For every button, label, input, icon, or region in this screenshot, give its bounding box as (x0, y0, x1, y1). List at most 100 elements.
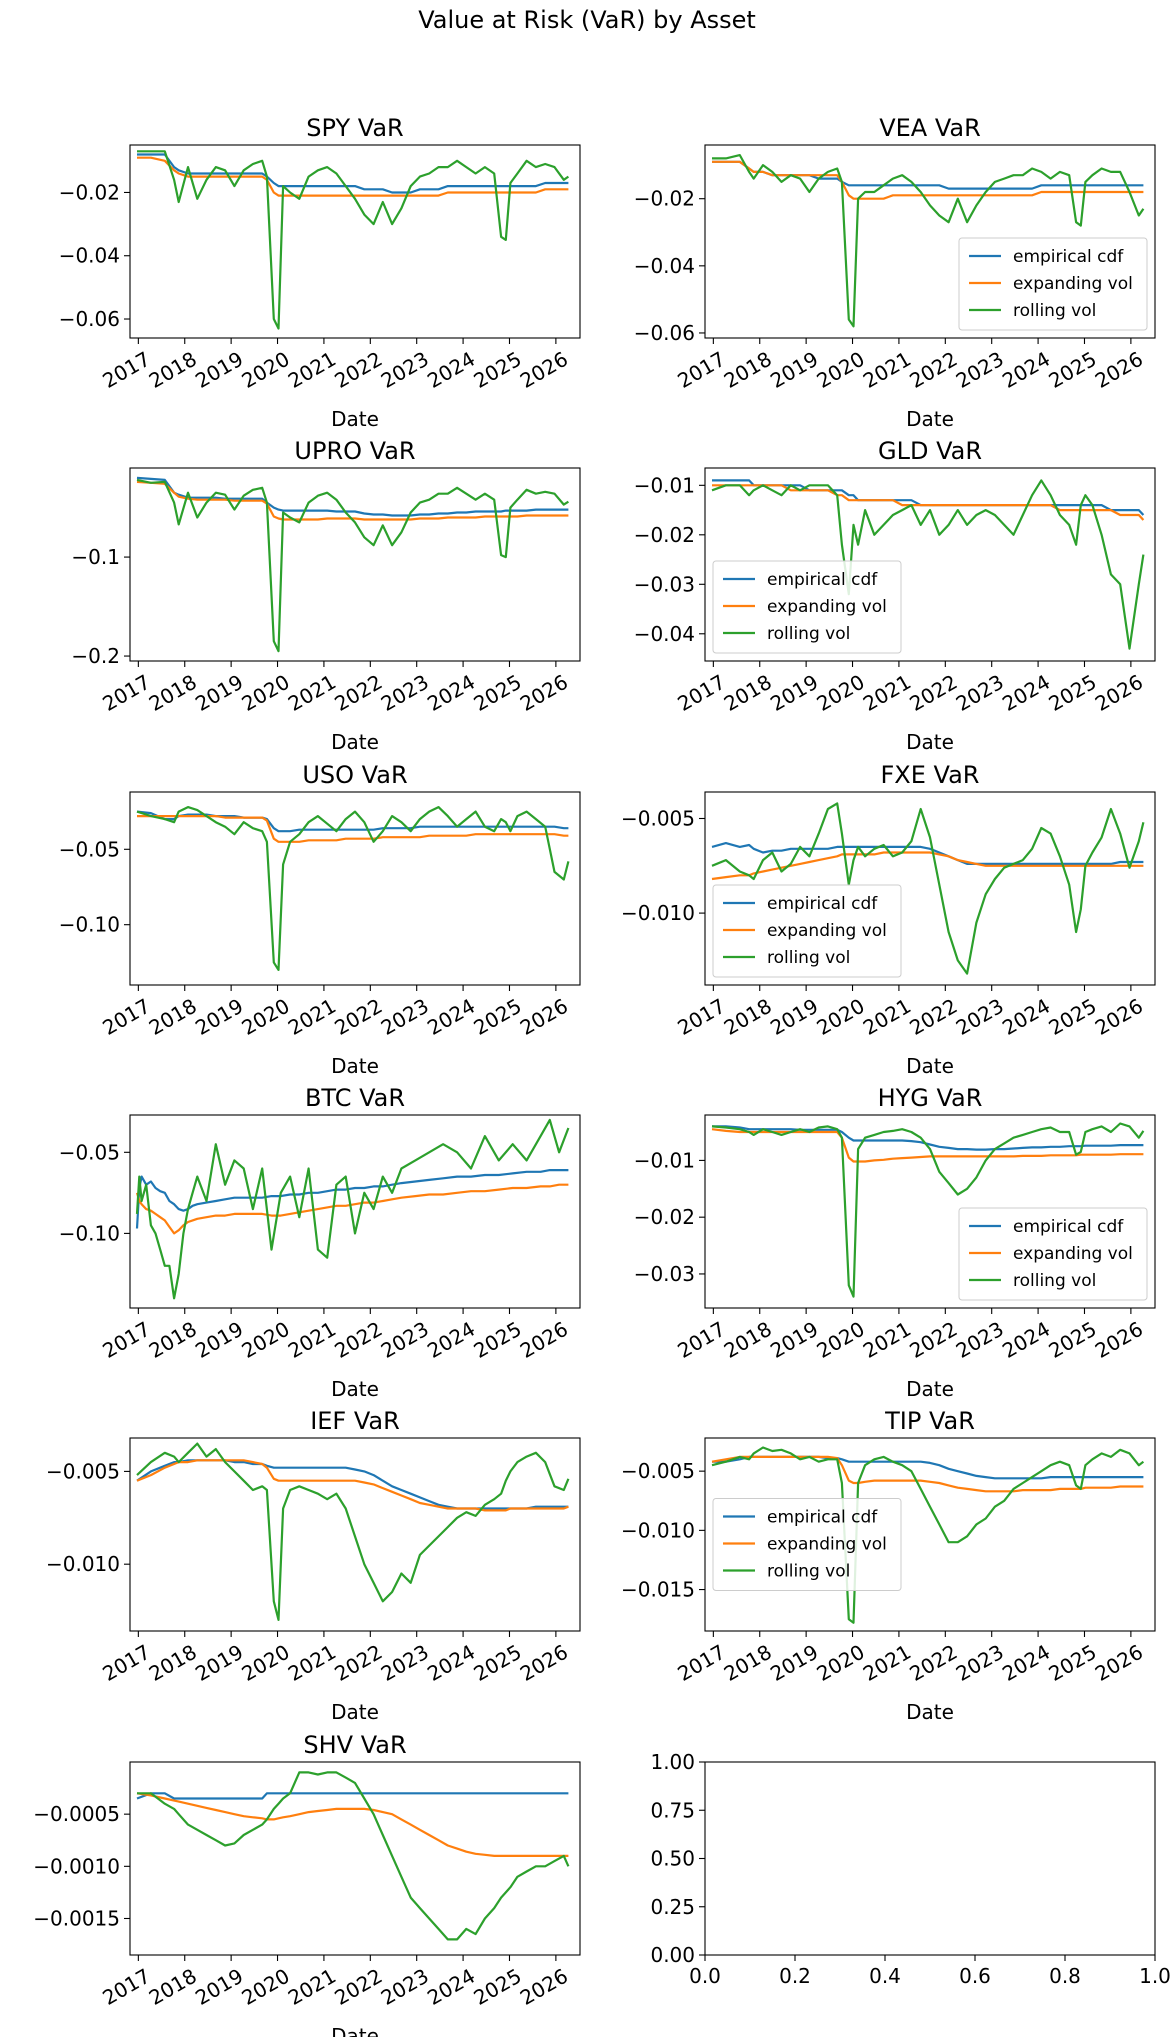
x-tick-label: 2017 (98, 670, 154, 716)
legend: empirical cdf expanding vol rolling vol (712, 1498, 902, 1591)
x-tick-label: 2018 (720, 994, 776, 1040)
legend: empirical cdf expanding vol rolling vol (712, 884, 902, 978)
y-tick-label: −0.10 (59, 1221, 120, 1245)
x-tick-label: 2019 (191, 1640, 247, 1686)
x-tick-label: 2020 (813, 347, 869, 393)
x-tick-label: 2019 (766, 1640, 822, 1686)
series-group (711, 802, 1145, 975)
panel-title: VEA VaR (879, 114, 981, 142)
y-tick-label: −0.1 (71, 545, 120, 569)
panel-btc-var: BTC VaR−0.10−0.0520172018201920202021202… (59, 1084, 581, 1401)
x-tick-label: 2025 (470, 1964, 526, 2010)
panel-title: GLD VaR (878, 437, 982, 465)
x-tick-label: 2017 (98, 347, 154, 393)
series-group (136, 476, 569, 653)
panel-title: SHV VaR (303, 1731, 406, 1759)
y-tick-label: −0.06 (634, 321, 695, 345)
panel-title: SPY VaR (306, 114, 403, 142)
x-tick-label: 2025 (1045, 1640, 1101, 1686)
legend-label: rolling vol (767, 948, 850, 968)
x-tick-label: 2021 (859, 1317, 915, 1363)
x-tick-label: 2019 (191, 994, 247, 1040)
series-group (136, 805, 570, 972)
legend: empirical cdf expanding vol rolling vol (958, 237, 1148, 331)
x-tick-label: 2018 (145, 1317, 201, 1363)
y-tick-label: 0.25 (650, 1895, 695, 1919)
axes-frame (704, 467, 1156, 662)
panel-title: USO VaR (302, 761, 407, 789)
x-tick-label: 2022 (330, 1964, 386, 2010)
axes-frame (704, 791, 1156, 986)
x-tick-label: 2022 (330, 1317, 386, 1363)
series-line-rolling-vol (136, 805, 570, 972)
x-tick-label: 2026 (1091, 994, 1147, 1040)
x-axis-label: Date (331, 1700, 379, 1724)
series-line-empirical-cdf (712, 1125, 1144, 1151)
x-tick-label: 2026 (516, 994, 572, 1040)
series-group (711, 1122, 1145, 1298)
axes-frame (129, 144, 581, 339)
x-tick-label: 1.0 (1139, 1964, 1171, 1988)
panel-tip-var: TIP VaR−0.015−0.010−0.005201720182019202… (621, 1407, 1156, 1724)
axes-frame (704, 1761, 1156, 1956)
legend-label: expanding vol (767, 921, 887, 941)
x-tick-label: 2017 (98, 1964, 154, 2010)
series-line-rolling-vol (135, 1118, 570, 1300)
x-tick-label: 2020 (813, 1317, 869, 1363)
legend-label: empirical cdf (767, 1508, 878, 1528)
series-group (136, 1771, 570, 1941)
x-tick-label: 2026 (516, 1317, 572, 1363)
legend-label: empirical cdf (1013, 1217, 1124, 1237)
y-tick-label: −0.010 (621, 901, 695, 925)
x-tick-label: 2021 (284, 347, 340, 393)
y-tick-label: −0.02 (59, 180, 120, 204)
series-line-rolling-vol (711, 479, 1145, 650)
x-tick-label: 2023 (952, 1317, 1008, 1363)
series-line-rolling-vol (711, 802, 1145, 975)
y-tick-label: −0.010 (621, 1518, 695, 1542)
x-tick-label: 2022 (905, 670, 961, 716)
panel-shv-var: SHV VaR −0.0015 −0.0010 −0.0005 201720182019… (33, 1731, 581, 2037)
series-line-rolling-vol (136, 478, 569, 653)
y-tick-label: −0.03 (634, 572, 695, 596)
series-line-empirical-cdf (712, 1455, 1144, 1480)
panel-title: TIP VaR (884, 1407, 975, 1435)
x-tick-label: 2026 (516, 1640, 572, 1686)
x-tick-label: 2023 (952, 670, 1008, 716)
x-tick-label: 0.0 (689, 1964, 721, 1988)
x-tick-label: 2025 (470, 347, 526, 393)
x-tick-label: 2020 (813, 670, 869, 716)
x-tick-label: 2020 (238, 994, 294, 1040)
x-tick-label: 2023 (952, 1640, 1008, 1686)
x-axis-label: Date (331, 1054, 379, 1078)
x-tick-label: 2019 (766, 670, 822, 716)
x-tick-label: 2023 (952, 994, 1008, 1040)
x-tick-label: 2023 (377, 1317, 433, 1363)
legend-label: rolling vol (1013, 1271, 1096, 1291)
x-tick-label: 2021 (284, 1964, 340, 2010)
series-line-rolling-vol (711, 1122, 1145, 1298)
x-tick-label: 2019 (191, 1317, 247, 1363)
x-tick-label: 2019 (191, 670, 247, 716)
x-tick-label: 2021 (859, 994, 915, 1040)
axes-frame (704, 1114, 1156, 1309)
x-tick-label: 2024 (998, 994, 1054, 1040)
x-tick-label: 2024 (998, 670, 1054, 716)
series-line-empirical-cdf (136, 1792, 569, 1800)
x-axis-label: Date (331, 1377, 379, 1401)
x-axis-label: Date (906, 1054, 954, 1078)
x-tick-label: 2021 (284, 670, 340, 716)
legend-box (958, 1207, 1148, 1301)
y-tick-label: −0.0015 (33, 1906, 120, 1930)
panel-uso-var: USO VaR−0.10−0.0520172018201920202021202… (59, 761, 581, 1078)
series-line-rolling-vol (137, 150, 570, 330)
axes-frame (129, 1114, 581, 1309)
legend-label: expanding vol (767, 597, 887, 617)
x-tick-label: 2019 (191, 347, 247, 393)
legend: empirical cdf expanding vol rolling vol (958, 1207, 1148, 1301)
legend: empirical cdf expanding vol rolling vol (712, 560, 902, 654)
panel-empty-axes: 0.00 0.25 0.50 0.75 1.00 0.0 0.2 0.4 0.6 0.8 1.0 (650, 1750, 1170, 1988)
series-line-expanding-vol (712, 160, 1144, 200)
panels: SPY VaR−0.06−0.04−0.02201720182019202020… (33, 114, 1171, 2037)
